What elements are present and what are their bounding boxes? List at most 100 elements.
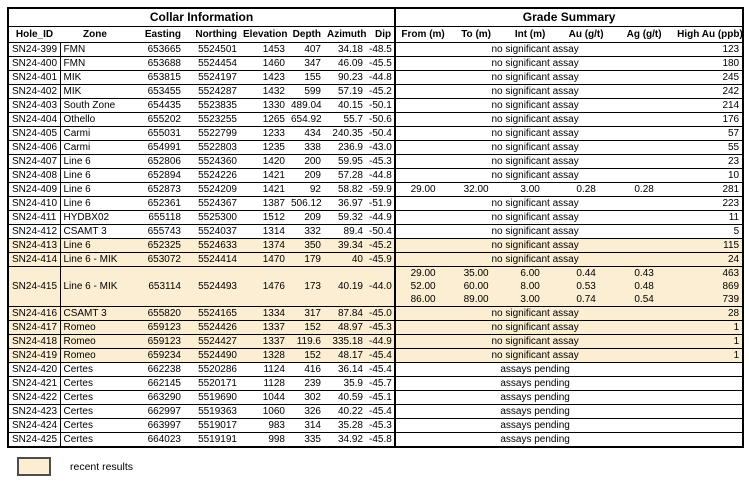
elevation-cell: 1420 (240, 154, 288, 169)
depth-cell: 92 (288, 182, 324, 197)
grade-status-cell: no significant assay (395, 320, 675, 335)
from-cell: 52.00 (395, 280, 451, 293)
zone-cell: CSAMT 3 (60, 224, 130, 239)
northing-cell: 5524426 (184, 320, 240, 335)
dip-cell: -44.8 (366, 70, 397, 85)
easting-cell: 652325 (130, 238, 184, 253)
dip-cell: -44.0 (366, 266, 397, 307)
column-header-ag-g-t-: Ag (g/t) (614, 26, 675, 43)
azimuth-cell: 40.19 (324, 266, 366, 307)
depth-cell: 314 (288, 418, 324, 433)
easting-cell: 659123 (130, 334, 184, 349)
high-au-cell: 281 (674, 182, 744, 197)
grade-status-cell: assays pending (395, 390, 675, 405)
table-row: SN24-417 Romeo 659123 5524426 1337 152 48.97 -4… (8, 320, 744, 335)
hole-id-cell: SN24-422 (8, 390, 61, 405)
column-header-row: Hole_ID Zone Easting Northing Elevation Depth… (8, 26, 744, 43)
column-header-northing: Northing (184, 26, 240, 43)
elevation-cell: 1374 (240, 238, 288, 253)
depth-cell: 119.6 (288, 334, 324, 349)
depth-cell: 350 (288, 238, 324, 253)
dip-cell: -45.3 (366, 320, 397, 335)
ag-cell: 0.28 (614, 182, 675, 197)
dip-cell: -45.3 (366, 154, 397, 169)
azimuth-cell: 40.59 (324, 390, 366, 405)
high-au-cell (674, 390, 744, 405)
column-header-from-m-: From (m) (395, 26, 451, 43)
azimuth-cell: 48.97 (324, 320, 366, 335)
hole-id-cell: SN24-405 (8, 126, 61, 141)
northing-cell: 5519017 (184, 418, 240, 433)
easting-cell: 664023 (130, 432, 184, 447)
hole-id-cell: SN24-418 (8, 334, 61, 349)
table-row: SN24-411 HYDBX02 655118 5525300 1512 209 59.32… (8, 210, 744, 225)
depth-cell: 347 (288, 56, 324, 71)
azimuth-cell: 59.32 (324, 210, 366, 225)
table-body: SN24-399 FMN 653665 5524501 1453 407 34.18 -48.… (8, 42, 744, 447)
zone-cell: HYDBX02 (60, 210, 130, 225)
depth-cell: 338 (288, 140, 324, 155)
hole-id-cell: SN24-401 (8, 70, 61, 85)
to-cell: 35.00 (450, 266, 503, 280)
hole-id-cell: SN24-404 (8, 112, 61, 127)
zone-cell: MIK (60, 70, 130, 85)
hole-id-cell: SN24-424 (8, 418, 61, 433)
dip-cell: -50.6 (366, 112, 397, 127)
table-row: SN24-410 Line 6 652361 5524367 1387 506.12 36.… (8, 196, 744, 211)
northing-cell: 5525300 (184, 210, 240, 225)
easting-cell: 652894 (130, 168, 184, 183)
elevation-cell: 1421 (240, 168, 288, 183)
high-au-cell: 1 (674, 348, 744, 363)
elevation-cell: 1235 (240, 140, 288, 155)
depth-cell: 599 (288, 84, 324, 99)
interval-cell: 3.00 (502, 182, 559, 197)
zone-cell: Romeo (60, 334, 130, 349)
high-au-cell (674, 432, 744, 447)
au-cell: 0.44 (558, 266, 615, 280)
column-header-to-m-: To (m) (450, 26, 503, 43)
table-row: SN24-420 Certes 662238 5520286 1124 416 36.14-… (8, 362, 744, 377)
column-header-depth: Depth (288, 26, 324, 43)
interval-cell: 3.00 (502, 293, 559, 307)
grade-status-cell: assays pending (395, 376, 675, 391)
hole-id-cell: SN24-414 (8, 252, 61, 267)
high-au-cell: 5 (674, 224, 744, 239)
grade-status-cell: no significant assay (395, 210, 675, 225)
azimuth-cell: 59.95 (324, 154, 366, 169)
high-au-cell (674, 362, 744, 377)
to-cell: 89.00 (450, 293, 503, 307)
high-au-cell: 180 (674, 56, 744, 71)
zone-cell: MIK (60, 84, 130, 99)
grade-status-cell: no significant assay (395, 56, 675, 71)
hole-id-cell: SN24-423 (8, 404, 61, 419)
grade-status-cell: no significant assay (395, 42, 675, 57)
depth-cell: 326 (288, 404, 324, 419)
depth-cell: 654.92 (288, 112, 324, 127)
northing-cell: 5519363 (184, 404, 240, 419)
zone-cell: Romeo (60, 348, 130, 363)
high-au-cell: 123 (674, 42, 744, 57)
easting-cell: 662997 (130, 404, 184, 419)
elevation-cell: 1314 (240, 224, 288, 239)
table-row: SN24-421 Certes 662145 5520171 1128 239 35.9 -4… (8, 376, 744, 391)
recent-results-swatch (17, 457, 51, 476)
hole-id-cell: SN24-420 (8, 362, 61, 377)
easting-cell: 655118 (130, 210, 184, 225)
grade-status-cell: assays pending (395, 432, 675, 447)
hole-id-cell: SN24-421 (8, 376, 61, 391)
grade-status-cell: no significant assay (395, 334, 675, 349)
column-header-au-g-t-: Au (g/t) (558, 26, 615, 43)
depth-cell: 239 (288, 376, 324, 391)
depth-cell: 152 (288, 320, 324, 335)
azimuth-cell: 55.7 (324, 112, 366, 127)
hole-id-cell: SN24-412 (8, 224, 61, 239)
high-au-cell: 1 (674, 320, 744, 335)
high-au-cell: 176 (674, 112, 744, 127)
elevation-cell: 1423 (240, 70, 288, 85)
depth-cell: 489.04 (288, 98, 324, 113)
au-cell: 0.74 (558, 293, 615, 307)
high-au-cell: 223 (674, 196, 744, 211)
elevation-cell: 998 (240, 432, 288, 447)
northing-cell: 5524209 (184, 182, 240, 197)
azimuth-cell: 236.9 (324, 140, 366, 155)
